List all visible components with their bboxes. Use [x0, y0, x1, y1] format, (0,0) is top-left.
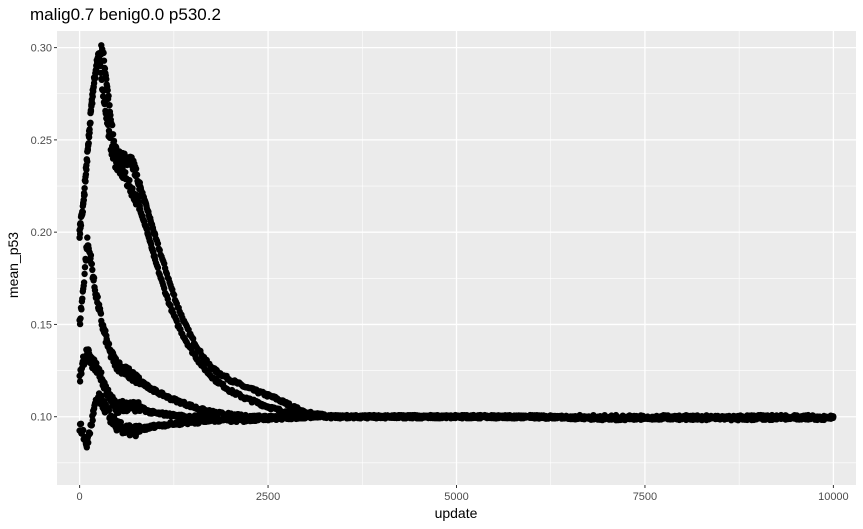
data-point	[76, 378, 84, 385]
data-point	[85, 140, 92, 147]
data-point	[133, 171, 141, 179]
data-point	[86, 430, 94, 437]
data-point	[86, 126, 93, 133]
data-point	[100, 49, 107, 57]
data-point	[76, 230, 84, 238]
y-axis-title: mean_p53	[5, 232, 21, 298]
axis-tick-labels: 0 2500 5000 7500 10000 0.10 0.15 0.20 0.25 0.30	[31, 43, 849, 503]
data-point	[89, 417, 96, 424]
data-point	[105, 407, 113, 414]
data-point	[83, 156, 91, 163]
data-point	[83, 166, 90, 173]
y-tick-label: 0.10	[31, 412, 52, 424]
chart-title: malig0.7 benig0.0 p530.2	[30, 5, 221, 24]
axis-ticks	[54, 47, 834, 488]
data-point	[81, 191, 88, 199]
data-point	[76, 320, 84, 328]
data-point	[99, 93, 107, 100]
y-tick-label: 0.30	[31, 43, 52, 55]
data-point	[84, 147, 92, 154]
data-point	[97, 62, 104, 70]
data-point	[105, 340, 113, 348]
data-point	[126, 177, 133, 184]
data-point	[80, 426, 87, 434]
data-point	[82, 173, 89, 181]
data-point	[104, 121, 112, 129]
data-point	[81, 264, 89, 271]
data-point	[103, 111, 110, 119]
x-tick-label: 10000	[818, 491, 849, 503]
data-point	[79, 208, 87, 216]
data-point	[88, 260, 96, 268]
data-point	[85, 439, 92, 446]
data-point	[94, 293, 101, 301]
data-point	[77, 220, 84, 227]
data-point	[97, 310, 105, 317]
data-point	[170, 291, 178, 299]
data-point	[80, 279, 88, 286]
y-tick-label: 0.25	[31, 135, 52, 147]
data-point	[85, 134, 93, 141]
data-point	[154, 240, 162, 247]
data-point	[132, 165, 140, 172]
data-points	[76, 42, 837, 451]
data-point	[89, 266, 96, 273]
x-tick-label: 5000	[444, 491, 468, 503]
data-point	[78, 370, 85, 377]
data-point	[107, 134, 114, 141]
data-point	[102, 327, 109, 334]
data-point	[90, 274, 98, 282]
data-point	[98, 392, 106, 400]
data-point	[97, 69, 105, 77]
data-point	[87, 108, 95, 115]
x-axis-title: update	[435, 505, 478, 521]
y-tick-label: 0.15	[31, 319, 52, 331]
data-point	[87, 119, 94, 127]
data-point	[91, 75, 99, 82]
data-point	[78, 306, 85, 313]
data-point	[77, 420, 85, 427]
data-point	[95, 53, 103, 60]
data-point	[77, 315, 84, 322]
x-tick-label: 2500	[256, 491, 280, 503]
data-point	[109, 143, 116, 150]
data-point	[98, 76, 106, 84]
data-point	[105, 92, 112, 100]
data-point	[101, 99, 109, 106]
data-point	[98, 369, 105, 376]
data-point	[79, 295, 86, 302]
data-point	[100, 87, 107, 94]
x-tick-label: 7500	[633, 491, 657, 503]
data-point	[154, 264, 162, 271]
data-point	[89, 100, 96, 107]
y-tick-label: 0.20	[31, 227, 52, 239]
data-point	[829, 413, 837, 421]
data-point	[87, 252, 95, 259]
data-point	[129, 185, 136, 192]
data-point	[84, 234, 91, 241]
x-tick-label: 0	[77, 491, 83, 503]
data-point	[90, 410, 97, 417]
data-point	[89, 93, 96, 100]
data-point	[81, 185, 88, 192]
data-point	[122, 169, 129, 176]
data-point	[81, 270, 88, 278]
